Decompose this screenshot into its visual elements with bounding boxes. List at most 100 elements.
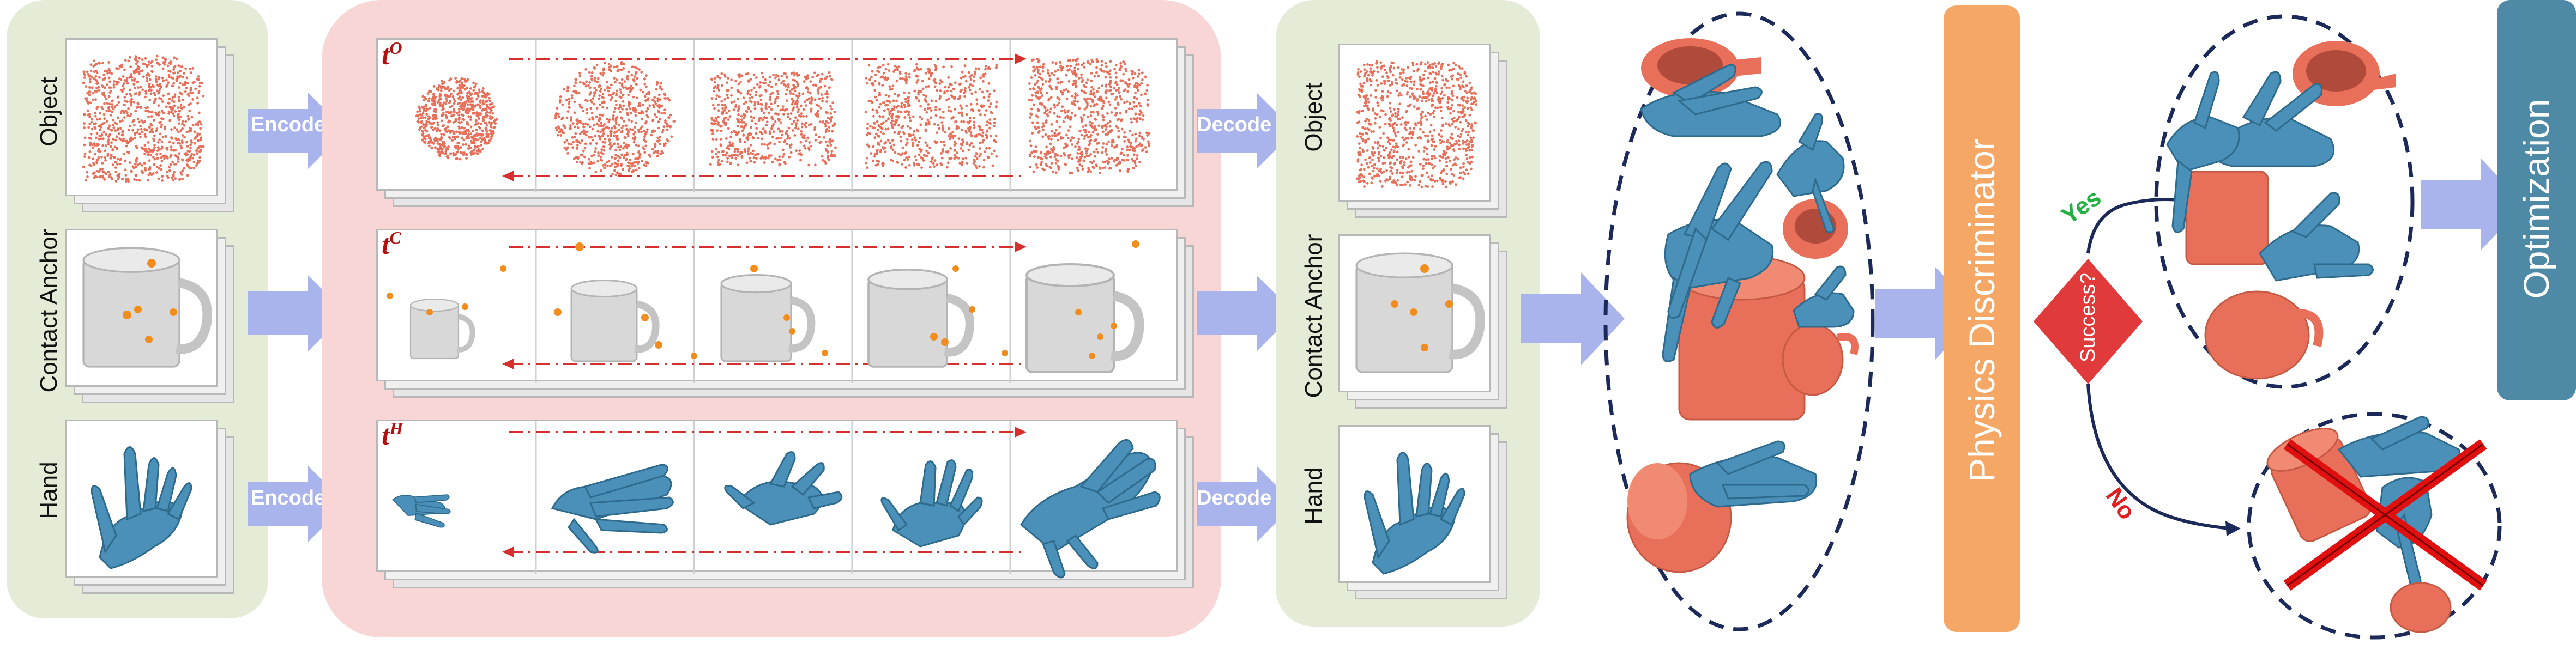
point-cloud-dot <box>942 141 945 144</box>
point-cloud-dot <box>456 142 459 144</box>
point-cloud-dot <box>968 76 972 78</box>
point-cloud-dot <box>1465 143 1468 146</box>
point-cloud-dot <box>474 84 477 88</box>
point-cloud-dot <box>1445 165 1448 168</box>
point-cloud-dot <box>742 127 745 130</box>
point-cloud-dot <box>1405 84 1409 87</box>
point-cloud-dot <box>1101 167 1105 169</box>
point-cloud-dot <box>749 93 752 96</box>
point-cloud-dot <box>881 84 884 87</box>
point-cloud-dot <box>795 81 799 83</box>
point-cloud-dot <box>475 119 478 122</box>
point-cloud-dot <box>175 57 178 60</box>
point-cloud-dot <box>1371 74 1374 77</box>
point-cloud-dot <box>1440 135 1443 138</box>
point-cloud-dot <box>1459 66 1462 70</box>
point-cloud-dot <box>582 81 585 84</box>
point-cloud-dot <box>1411 178 1414 181</box>
point-cloud-dot <box>1406 180 1409 184</box>
point-cloud-dot <box>465 111 468 114</box>
point-cloud-dot <box>1083 155 1087 159</box>
point-cloud-dot <box>714 122 717 125</box>
point-cloud-dot <box>830 155 833 158</box>
point-cloud-dot <box>576 118 579 121</box>
point-cloud-dot <box>158 87 161 90</box>
point-cloud-dot <box>1408 171 1411 174</box>
point-cloud-dot <box>591 138 594 142</box>
point-cloud-dot <box>140 169 143 173</box>
point-cloud-dot <box>1450 75 1453 78</box>
point-cloud-dot <box>88 90 92 94</box>
point-cloud-dot <box>148 167 152 171</box>
point-cloud-dot <box>974 67 978 70</box>
point-cloud-dot <box>1080 150 1083 154</box>
point-cloud-dot <box>888 113 891 116</box>
point-cloud-dot <box>150 70 153 73</box>
point-cloud-dot <box>919 90 922 93</box>
point-cloud-dot <box>161 136 165 139</box>
point-cloud-dot <box>653 100 656 103</box>
point-cloud-dot <box>789 143 793 147</box>
point-cloud-dot <box>1456 135 1459 138</box>
point-cloud-dot <box>814 139 817 142</box>
point-cloud-dot <box>465 109 468 112</box>
point-cloud-dot <box>754 94 757 97</box>
point-cloud-dot <box>761 71 763 75</box>
point-cloud-dot <box>86 97 88 100</box>
point-cloud-dot <box>619 111 622 114</box>
point-cloud-dot <box>152 172 155 175</box>
point-cloud-dot <box>912 162 915 165</box>
point-cloud-dot <box>593 123 596 126</box>
point-cloud-dot <box>745 72 748 76</box>
point-cloud-dot <box>1075 63 1078 66</box>
point-cloud-dot <box>85 85 87 88</box>
point-cloud-dot <box>424 122 427 125</box>
point-cloud-dot <box>457 102 460 105</box>
point-cloud-dot <box>153 134 156 137</box>
point-cloud-dot <box>897 114 900 118</box>
point-cloud-dot <box>775 95 779 99</box>
point-cloud-dot <box>914 155 917 158</box>
point-cloud-dot <box>777 118 780 121</box>
point-cloud-dot <box>1367 166 1370 169</box>
point-cloud-dot <box>83 76 86 79</box>
point-cloud-dot <box>1402 71 1405 74</box>
point-cloud-dot <box>1063 89 1066 92</box>
point-cloud-dot <box>197 111 201 114</box>
point-cloud-dot <box>922 93 925 96</box>
point-cloud-dot <box>439 145 442 148</box>
point-cloud-dot <box>792 99 795 102</box>
point-cloud-dot <box>600 151 603 154</box>
point-cloud-dot <box>1096 113 1100 116</box>
point-cloud-dot <box>934 108 937 112</box>
point-cloud-dot <box>191 156 194 160</box>
point-cloud-dot <box>444 150 448 153</box>
point-cloud-dot <box>573 125 576 129</box>
point-cloud-dot <box>160 110 164 113</box>
point-cloud-dot <box>805 139 808 143</box>
point-cloud-dot <box>126 114 129 117</box>
point-cloud-dot <box>1377 157 1380 160</box>
point-cloud-dot <box>583 155 586 159</box>
point-cloud-dot <box>825 149 828 152</box>
point-cloud-dot <box>1409 127 1411 130</box>
point-cloud-dot <box>598 135 600 137</box>
point-cloud-dot <box>425 110 428 113</box>
point-cloud-dot <box>990 135 992 138</box>
point-cloud-dot <box>1028 82 1031 85</box>
point-cloud-dot <box>634 131 637 134</box>
point-cloud-dot <box>91 86 94 89</box>
point-cloud-dot <box>428 107 431 110</box>
point-cloud-dot <box>970 92 973 95</box>
point-cloud-dot <box>799 159 802 162</box>
point-cloud-dot <box>149 150 152 153</box>
point-cloud-dot <box>924 128 927 131</box>
point-cloud-dot <box>971 84 974 87</box>
point-cloud-dot <box>1447 96 1450 99</box>
point-cloud-dot <box>125 93 128 96</box>
point-cloud-dot <box>1456 96 1459 99</box>
point-cloud-dot <box>98 175 101 178</box>
point-cloud-dot <box>727 148 731 150</box>
point-cloud-dot <box>573 84 576 88</box>
point-cloud-dot <box>903 116 907 119</box>
